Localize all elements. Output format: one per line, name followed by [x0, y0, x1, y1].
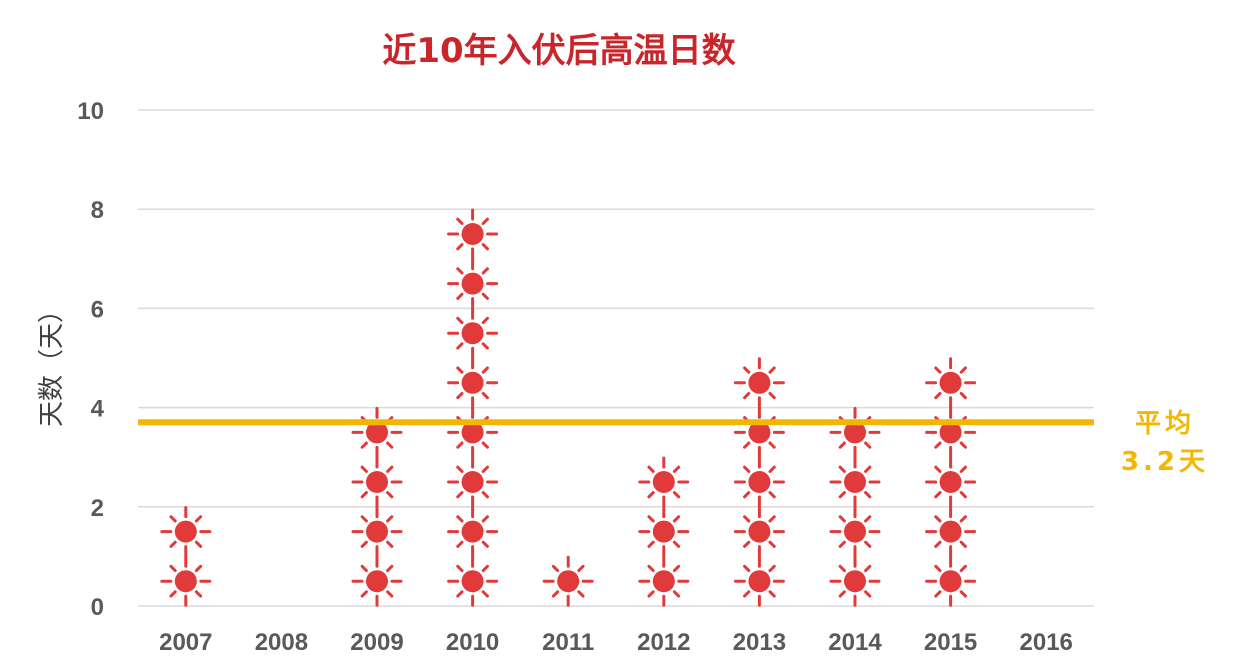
sun-marker	[351, 555, 403, 607]
x-tick-label: 2012	[637, 629, 690, 656]
y-tick-label: 8	[91, 197, 104, 224]
x-tick-label: 2016	[1020, 629, 1073, 656]
sun-marker	[733, 506, 785, 558]
average-label-line1: 平均	[1135, 409, 1195, 439]
y-tick-label: 6	[91, 296, 104, 323]
y-axis-label: 天数（天）	[37, 297, 67, 427]
sun-marker	[925, 406, 977, 458]
sun-marker	[733, 357, 785, 409]
sun-marker	[542, 555, 594, 607]
sun-marker	[447, 208, 499, 260]
data-markers	[160, 208, 977, 607]
sun-marker	[638, 506, 690, 558]
sun-marker	[351, 456, 403, 508]
sun-marker	[925, 357, 977, 409]
sun-marker	[925, 506, 977, 558]
average-label-line2: 3.2天	[1121, 447, 1209, 477]
y-tick-label: 4	[91, 396, 105, 423]
sun-marker	[447, 307, 499, 359]
x-tick-label: 2013	[733, 629, 786, 656]
sun-marker	[829, 456, 881, 508]
x-axis-ticks: 2007 2008 2009 2010 2011 2012 2013 2014 2015 2016	[159, 629, 1073, 656]
x-tick-label: 2014	[828, 629, 882, 656]
sun-marker	[160, 506, 212, 558]
sun-marker	[447, 555, 499, 607]
sun-marker	[733, 555, 785, 607]
sun-marker	[925, 555, 977, 607]
sun-marker	[160, 555, 212, 607]
x-tick-label: 2015	[924, 629, 977, 656]
y-axis-ticks: 0 2 4 6 8 10	[77, 98, 104, 621]
sun-marker	[829, 406, 881, 458]
sun-marker	[733, 406, 785, 458]
sun-marker	[447, 506, 499, 558]
sun-marker	[638, 555, 690, 607]
sun-marker	[447, 357, 499, 409]
sun-marker	[447, 258, 499, 310]
gridlines	[138, 109, 1094, 607]
sun-marker	[351, 506, 403, 558]
y-tick-label: 0	[91, 594, 104, 621]
y-tick-label: 2	[91, 495, 104, 522]
sun-marker	[733, 456, 785, 508]
sun-marker	[447, 456, 499, 508]
x-tick-label: 2010	[446, 629, 499, 656]
sun-marker	[829, 555, 881, 607]
sun-marker	[925, 456, 977, 508]
x-tick-label: 2008	[255, 629, 308, 656]
sun-marker	[447, 406, 499, 458]
x-tick-label: 2009	[350, 629, 403, 656]
y-tick-label: 10	[77, 98, 104, 125]
sun-marker	[638, 456, 690, 508]
sun-marker	[829, 506, 881, 558]
chart-title: 近10年入伏后高温日数	[382, 31, 735, 71]
x-tick-label: 2007	[159, 629, 212, 656]
sun-marker	[351, 406, 403, 458]
x-tick-label: 2011	[542, 629, 594, 656]
